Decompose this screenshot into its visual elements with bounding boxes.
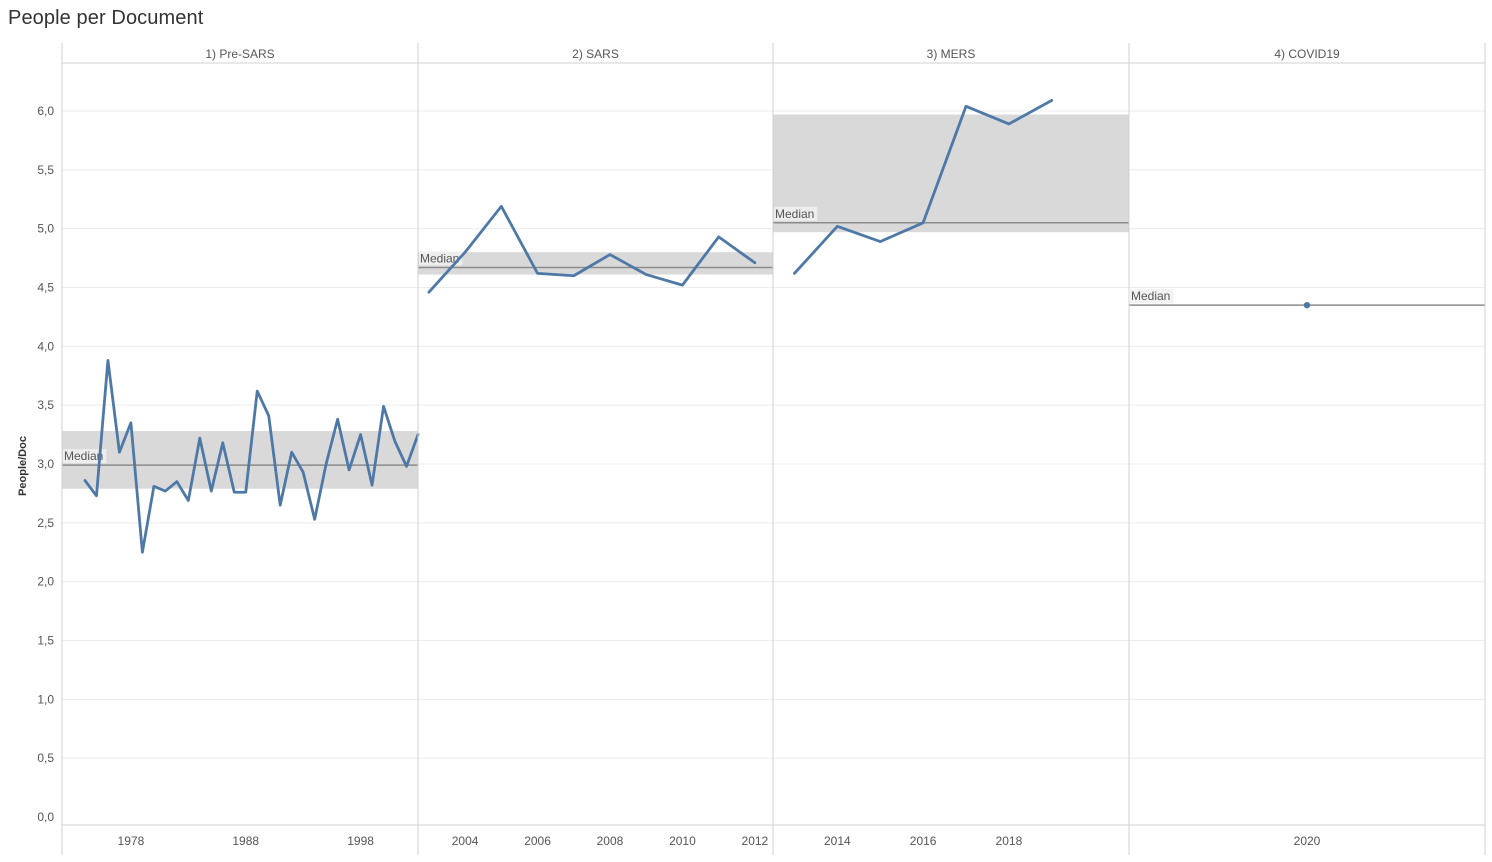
x-tick-label: 2008	[597, 834, 624, 848]
x-tick-label: 2018	[996, 834, 1023, 848]
y-tick-label: 2,5	[37, 516, 54, 530]
y-tick-label: 2,0	[37, 575, 54, 589]
panel-header: 4) COVID19	[1274, 47, 1340, 61]
panel-header: 2) SARS	[572, 47, 619, 61]
y-tick-label: 4,0	[37, 339, 54, 353]
x-tick-label: 2014	[824, 834, 851, 848]
x-tick-label: 2004	[452, 834, 479, 848]
reference-band	[62, 431, 418, 489]
x-tick-label: 2016	[910, 834, 937, 848]
x-tick-label: 2020	[1294, 834, 1321, 848]
y-axis-label: People/Doc	[17, 436, 29, 496]
median-label-bg	[774, 206, 818, 221]
y-tick-label: 3,5	[37, 398, 54, 412]
median-label-bg	[1130, 289, 1174, 304]
x-tick-label: 2012	[742, 834, 769, 848]
y-tick-label: 0,0	[37, 810, 54, 824]
median-label: Median	[775, 207, 814, 221]
series-line	[83, 359, 420, 554]
x-tick-label: 1998	[347, 834, 374, 848]
page-title: People per Document	[8, 7, 204, 29]
y-tick-label: 0,5	[37, 751, 54, 765]
series-line	[427, 204, 757, 294]
y-tick-label: 1,0	[37, 692, 54, 706]
y-tick-label: 3,0	[37, 457, 54, 471]
median-label-bg	[63, 449, 107, 464]
x-tick-label: 2010	[669, 834, 696, 848]
y-tick-label: 1,5	[37, 634, 54, 648]
data-point	[1303, 301, 1311, 309]
x-tick-label: 1988	[232, 834, 259, 848]
y-tick-label: 5,5	[37, 163, 54, 177]
panel-header: 1) Pre-SARS	[205, 47, 274, 61]
x-tick-label: 2006	[524, 834, 551, 848]
y-tick-label: 6,0	[37, 104, 54, 118]
median-label-bg	[419, 251, 463, 266]
median-label: Median	[64, 449, 103, 463]
x-tick-label: 1978	[118, 834, 145, 848]
reference-band	[773, 114, 1129, 233]
y-tick-label: 4,5	[37, 281, 54, 295]
panel-header: 3) MERS	[927, 47, 976, 61]
y-tick-label: 5,0	[37, 222, 54, 236]
median-label: Median	[1131, 289, 1170, 303]
median-label: Median	[420, 251, 459, 265]
